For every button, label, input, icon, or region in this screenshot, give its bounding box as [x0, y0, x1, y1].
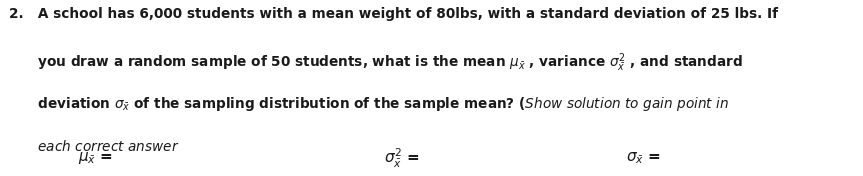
Text: $\it{each\ correct\ answer}$: $\it{each\ correct\ answer}$	[9, 139, 179, 154]
Text: $\sigma_{\bar{x}}$ =: $\sigma_{\bar{x}}$ =	[626, 150, 660, 166]
Text: $\sigma^2_{\bar{x}}$ =: $\sigma^2_{\bar{x}}$ =	[384, 147, 420, 170]
Text: deviation $\sigma_{\bar{x}}$ of the sampling distribution of the sample mean? ($: deviation $\sigma_{\bar{x}}$ of the samp…	[9, 95, 728, 113]
Text: 2.   A school has 6,000 students with a mean weight of 80lbs, with a standard de: 2. A school has 6,000 students with a me…	[9, 7, 778, 21]
Text: $\mu_{\bar{x}}$ =: $\mu_{\bar{x}}$ =	[78, 150, 113, 166]
Text: you draw a random sample of 50 students, what is the mean $\mu_{\bar{x}}$ , vari: you draw a random sample of 50 students,…	[9, 51, 742, 74]
